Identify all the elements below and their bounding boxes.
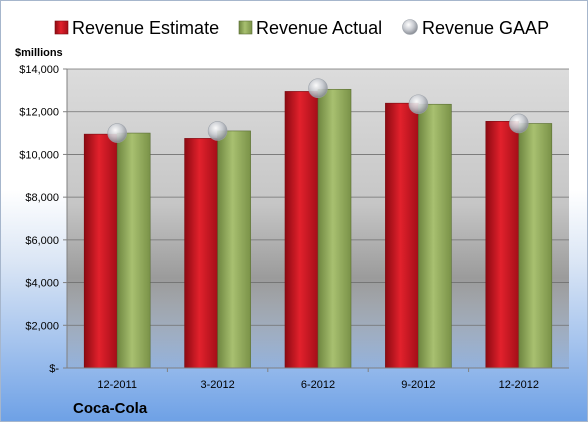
legend-item-actual: Revenue Actual (238, 18, 382, 38)
bar-revenue-estimate (184, 138, 218, 369)
legend-label-gaap: Revenue GAAP (422, 18, 549, 38)
y-tick-label: $4,000 (25, 278, 59, 290)
bar-revenue-actual (418, 103, 452, 369)
y-tick-label: $10,000 (19, 149, 59, 161)
company-label: Coca-Cola (73, 400, 148, 417)
x-tick-label: 3-2012 (200, 379, 234, 391)
bar-revenue-estimate (385, 102, 419, 369)
y-axis-ticks: $- $2,000 $4,000 $6,000 $8,000 $10,000 $12,000… (19, 64, 67, 375)
legend-label-actual: Revenue Actual (256, 18, 382, 38)
y-tick-label: $12,000 (19, 107, 59, 119)
marker-revenue-gaap (508, 113, 529, 134)
bars (83, 88, 553, 369)
bar-revenue-actual (317, 88, 352, 369)
y-unit-label: $millions (15, 47, 63, 59)
x-tick-label: 12-2012 (499, 379, 539, 391)
y-tick-label: $8,000 (25, 192, 59, 204)
marker-revenue-gaap (308, 78, 328, 99)
legend: Revenue Estimate Revenue Actual Revenue … (54, 18, 549, 38)
y-tick-label: $2,000 (25, 320, 59, 332)
bar-revenue-actual (116, 132, 151, 369)
x-tick-label: 12-2011 (97, 379, 137, 391)
gaap-markers (107, 78, 529, 143)
bar-revenue-estimate (485, 121, 520, 369)
legend-swatch-actual (238, 20, 253, 35)
legend-item-estimate: Revenue Estimate (54, 18, 219, 38)
bar-revenue-estimate (284, 91, 319, 369)
bar-revenue-estimate (83, 133, 118, 369)
legend-swatch-estimate (54, 20, 69, 35)
x-axis-ticks: 12-2011 3-2012 6-2012 9-2012 12-2012 (97, 368, 539, 391)
y-tick-label: $6,000 (25, 235, 59, 247)
legend-swatch-gaap (402, 19, 418, 35)
x-tick-label: 6-2012 (301, 379, 335, 391)
y-tick-label: $- (49, 363, 59, 375)
legend-label-estimate: Revenue Estimate (72, 18, 219, 38)
legend-item-gaap: Revenue GAAP (402, 18, 549, 38)
marker-revenue-gaap (207, 121, 228, 141)
marker-revenue-gaap (408, 94, 429, 115)
bar-revenue-actual (518, 123, 553, 369)
x-tick-label: 9-2012 (401, 379, 435, 391)
y-tick-label: $14,000 (19, 64, 59, 76)
bar-revenue-actual (217, 130, 251, 369)
marker-revenue-gaap (107, 123, 127, 143)
